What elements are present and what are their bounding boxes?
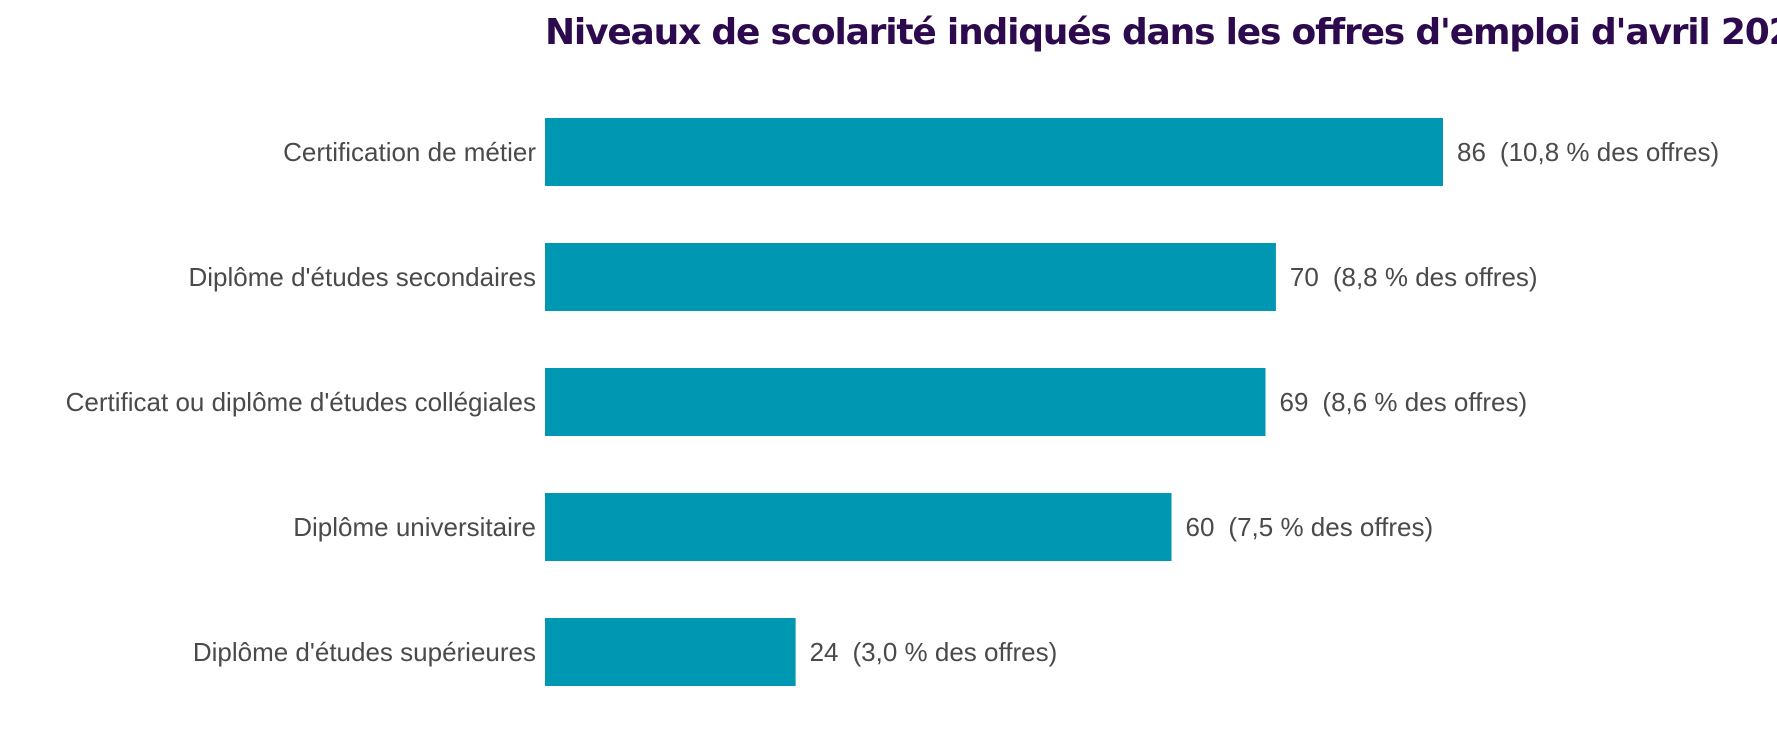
value-labels: 86 (10,8 % des offres) 70 (8,8 % des offres… — [810, 137, 1720, 667]
bar-2 — [545, 243, 1276, 311]
data-label: 70 (8,8 % des offres) — [1290, 262, 1538, 292]
category-label: Diplôme d'études secondaires — [189, 262, 537, 292]
bars-group — [545, 118, 1443, 686]
category-label: Certificat ou diplôme d'études collégial… — [66, 387, 536, 417]
data-label-share: (10,8 % des offres) — [1500, 137, 1719, 167]
category-labels: Certification de métier Diplôme d'études … — [66, 137, 537, 667]
data-label-share: (7,5 % des offres) — [1228, 512, 1433, 542]
bar-4 — [545, 493, 1172, 561]
category-label: Diplôme d'études supérieures — [193, 637, 536, 667]
data-label-value: 60 — [1186, 512, 1215, 542]
bar-3 — [545, 368, 1266, 436]
bar-1 — [545, 118, 1443, 186]
category-label: Certification de métier — [283, 137, 536, 167]
data-label: 86 (10,8 % des offres) — [1457, 137, 1719, 167]
data-label-share: (8,6 % des offres) — [1322, 387, 1527, 417]
category-label: Diplôme universitaire — [293, 512, 536, 542]
data-label-value: 69 — [1279, 387, 1308, 417]
data-label: 24 (3,0 % des offres) — [810, 637, 1058, 667]
data-label: 60 (7,5 % des offres) — [1186, 512, 1434, 542]
data-label-value: 70 — [1290, 262, 1319, 292]
data-label-value: 24 — [810, 637, 839, 667]
chart-title: Niveaux de scolarité indiqués dans les o… — [545, 12, 1777, 53]
data-label: 69 (8,6 % des offres) — [1279, 387, 1527, 417]
data-label-share: (8,8 % des offres) — [1333, 262, 1538, 292]
data-label-value: 86 — [1457, 137, 1486, 167]
bar-5 — [545, 618, 796, 686]
data-label-share: (3,0 % des offres) — [853, 637, 1058, 667]
